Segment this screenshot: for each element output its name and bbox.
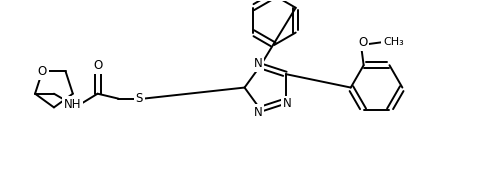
Text: N: N [254,57,262,70]
Text: CH₃: CH₃ [383,37,404,47]
Text: O: O [37,65,47,78]
Text: O: O [359,36,368,49]
Text: N: N [253,106,262,119]
Text: S: S [136,92,143,105]
Text: N: N [282,97,291,110]
Text: O: O [93,59,102,72]
Text: NH: NH [64,98,81,111]
